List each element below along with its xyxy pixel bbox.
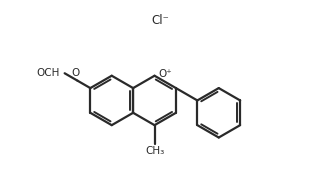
Text: Cl⁻: Cl⁻ [152,14,169,27]
Text: O: O [71,68,79,78]
Text: O⁺: O⁺ [158,69,172,79]
Text: OCH: OCH [36,68,59,78]
Text: CH₃: CH₃ [145,146,164,156]
